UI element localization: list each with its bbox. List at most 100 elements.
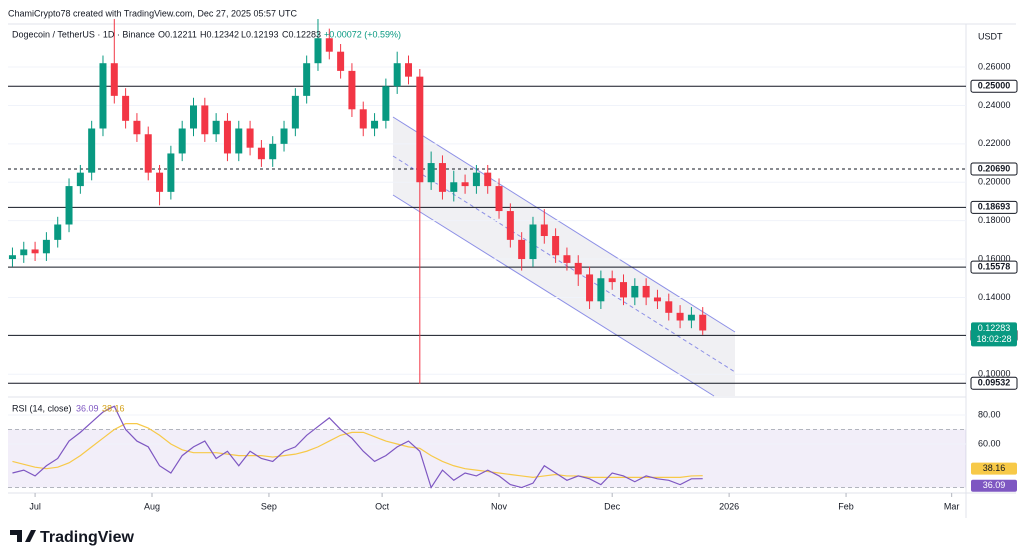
level-label: 0.09532 xyxy=(978,378,1011,388)
candle-body xyxy=(178,128,186,154)
rsi-value-tag-bg xyxy=(971,479,1017,492)
candle-body xyxy=(246,128,254,148)
candle-body xyxy=(665,301,673,313)
candle-body xyxy=(450,182,458,192)
candle-body xyxy=(110,63,118,96)
byline: ChamiCrypto78 created with TradingView.c… xyxy=(8,8,297,18)
last-price-bg xyxy=(971,322,1017,347)
level-label: 0.18693 xyxy=(978,202,1011,212)
level-label: 0.20690 xyxy=(978,163,1011,173)
candle-body xyxy=(506,211,514,240)
candle-body xyxy=(280,128,288,144)
ohlc-close: C0.12283 xyxy=(282,29,321,39)
candle-body xyxy=(31,249,39,254)
rsi-ma-value: 38.16 xyxy=(102,403,125,413)
candle-body xyxy=(461,182,469,187)
candle-body xyxy=(540,224,548,237)
candle-body xyxy=(620,282,628,298)
ohlc-low: L0.12193 xyxy=(241,29,279,39)
candle-body xyxy=(99,63,107,129)
candle-body xyxy=(608,278,616,283)
candle-body xyxy=(8,255,16,260)
candle-body xyxy=(325,38,333,52)
candle-body xyxy=(257,147,265,160)
candle-body xyxy=(54,224,62,240)
candle-body xyxy=(586,274,594,302)
symbol: Dogecoin / TetherUS · 1D · Binance xyxy=(12,29,155,39)
candle-body xyxy=(76,172,84,187)
candle-body xyxy=(314,38,322,64)
candle-body xyxy=(687,314,695,321)
candle-body xyxy=(529,224,537,260)
x-tick-label: Mar xyxy=(944,501,960,511)
currency: USDT xyxy=(978,31,1003,41)
candle-body xyxy=(359,109,367,129)
ohlc-open: O0.12211 xyxy=(158,29,197,39)
y-tick-label: 0.14000 xyxy=(978,292,1011,302)
candle-body xyxy=(190,105,198,129)
candle-body xyxy=(167,153,175,192)
y-tick-label: 0.20000 xyxy=(978,177,1011,187)
candle-body xyxy=(563,255,571,263)
candle-body xyxy=(653,297,661,302)
candle-body xyxy=(676,312,684,321)
candle-body xyxy=(337,51,345,71)
level-label-bg xyxy=(970,79,1018,93)
ohlc-high: H0.12342 xyxy=(200,29,239,39)
candle-body xyxy=(348,70,356,110)
y-tick-label: 60.00 xyxy=(978,438,1001,448)
candle-body xyxy=(631,285,639,298)
candle-body xyxy=(484,172,492,187)
x-tick-label: Aug xyxy=(144,501,160,511)
y-tick-label: 0.22000 xyxy=(978,138,1011,148)
candle-body xyxy=(303,63,311,96)
y-tick-label: 80.00 xyxy=(978,409,1001,419)
candle-body xyxy=(122,95,130,121)
rsi-line xyxy=(12,423,703,478)
countdown: 18:02:28 xyxy=(976,334,1011,344)
level-label: 0.15578 xyxy=(978,262,1011,272)
level-label-bg xyxy=(970,200,1018,214)
candle-body xyxy=(42,239,50,254)
candle-body xyxy=(371,120,379,129)
x-tick-label: Feb xyxy=(838,501,854,511)
candle-body xyxy=(405,63,413,77)
level-label-bg xyxy=(970,376,1018,390)
candle-body xyxy=(201,105,209,135)
last-price-label: 0.12283 xyxy=(978,323,1011,333)
candle-body xyxy=(269,143,277,160)
candle-body xyxy=(597,278,605,302)
x-tick-label: Sep xyxy=(261,501,277,511)
candle-body xyxy=(574,262,582,275)
candle-body xyxy=(291,95,299,129)
x-tick-label: Dec xyxy=(604,501,621,511)
rsi-band xyxy=(8,429,966,488)
candle-body xyxy=(393,63,401,87)
rsi-line xyxy=(12,405,703,489)
candle-body xyxy=(552,236,560,256)
candle-body xyxy=(699,314,707,331)
candle-body xyxy=(212,120,220,135)
candle-body xyxy=(438,163,446,192)
x-tick-label: Jul xyxy=(29,501,41,511)
candle-body xyxy=(223,120,231,154)
candle-body xyxy=(235,128,243,154)
level-label-bg xyxy=(970,162,1018,176)
candle-body xyxy=(382,86,390,121)
rsi-title: RSI (14, close) xyxy=(12,403,72,413)
candle-body xyxy=(642,285,650,298)
candle-body xyxy=(88,128,96,173)
brand: TradingView xyxy=(10,529,135,546)
rsi-value-tag: 36.09 xyxy=(983,480,1006,490)
candle-body xyxy=(416,76,424,183)
x-tick-label: Nov xyxy=(491,501,508,511)
candle-body xyxy=(65,186,73,225)
rsi-value-tag-bg xyxy=(971,462,1017,475)
y-tick-label: 0.26000 xyxy=(978,61,1011,71)
y-tick-label: 0.16000 xyxy=(978,253,1011,263)
x-tick-label: 2026 xyxy=(719,501,739,511)
candle-body xyxy=(133,120,141,135)
y-tick-label: 0.18000 xyxy=(978,215,1011,225)
